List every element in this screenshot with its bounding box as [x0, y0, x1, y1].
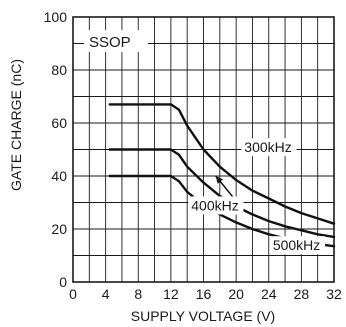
annotation-400kHz: 400kHz: [191, 197, 238, 213]
series-line-300kHz: [108, 103, 336, 225]
series-lines: [108, 103, 336, 248]
y-tick-label: 100: [44, 9, 68, 25]
x-tick-label: 8: [134, 286, 142, 302]
annotation-arrow-head: [215, 176, 223, 184]
y-tick-label: 20: [51, 221, 67, 237]
x-tick-label: 28: [294, 286, 310, 302]
y-tick-label: 80: [51, 62, 67, 78]
x-tick-labels: 0 4 8 12 16 20 24 28 32: [69, 286, 342, 302]
x-tick-label: 32: [326, 286, 342, 302]
package-label: SSOP: [89, 34, 131, 51]
y-tick-label: 0: [59, 274, 67, 290]
annotation-bg: [241, 138, 297, 157]
plot-frame: [72, 16, 335, 283]
y-tick-label: 40: [51, 168, 67, 184]
y-axis-label: GATE CHARGE (nC): [8, 59, 24, 191]
x-tick-label: 12: [163, 286, 179, 302]
annotation-bg: [269, 236, 326, 255]
x-tick-label: 0: [69, 286, 77, 302]
x-tick-label: 20: [228, 286, 244, 302]
x-tick-label: 24: [261, 286, 277, 302]
annotation-500kHz: 500kHz: [273, 237, 320, 253]
annotation-bg: [188, 196, 244, 215]
annotations: 300kHz 400kHz 500kHz: [188, 138, 326, 255]
annotation-300kHz: 300kHz: [244, 139, 291, 155]
series-line-400kHz: [108, 148, 336, 239]
x-tick-label: 4: [102, 286, 110, 302]
x-tick-label: 16: [196, 286, 212, 302]
y-tick-labels: 0 20 40 60 80 100: [44, 9, 68, 290]
y-tick-label: 60: [51, 115, 67, 131]
package-label-box: SSOP: [84, 30, 148, 52]
x-axis-label: SUPPLY VOLTAGE (V): [131, 308, 275, 324]
